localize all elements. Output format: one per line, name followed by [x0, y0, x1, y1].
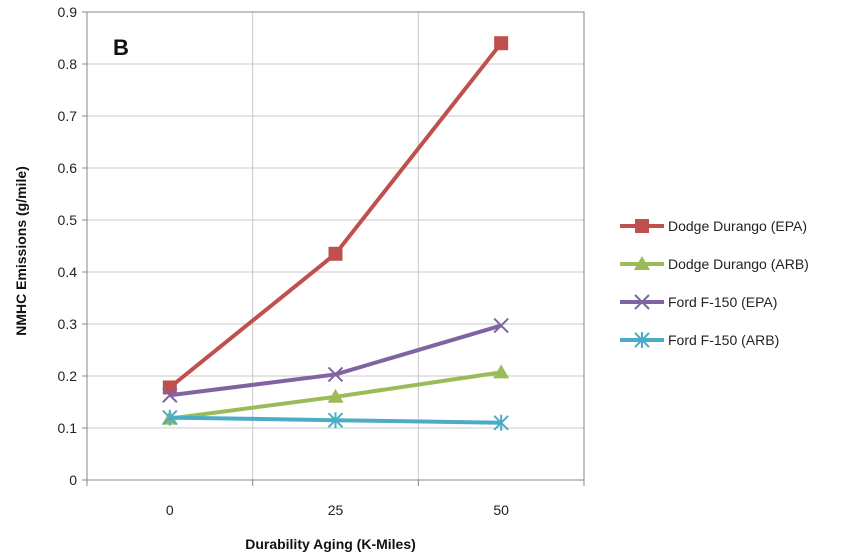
legend-swatch-marker [634, 256, 650, 270]
y-tick-label: 0.1 [58, 420, 78, 436]
y-tick-label: 0.9 [58, 4, 78, 20]
legend-item: Dodge Durango (ARB) [620, 256, 809, 272]
legend-item: Ford F-150 (ARB) [620, 332, 779, 348]
data-point [328, 246, 343, 261]
y-tick-label: 0.6 [58, 160, 78, 176]
y-axis-title: NMHC Emissions (g/mile) [13, 166, 29, 336]
legend-swatch-marker [635, 219, 649, 233]
legend-label: Ford F-150 (EPA) [668, 294, 777, 310]
x-axis-title: Durability Aging (K-Miles) [245, 536, 416, 552]
y-tick-label: 0.4 [58, 264, 78, 280]
x-tick-label: 0 [166, 502, 174, 518]
y-tick-label: 0.2 [58, 368, 78, 384]
y-tick-label: 0.3 [58, 316, 78, 332]
data-point [327, 366, 344, 383]
legend: Dodge Durango (EPA) Dodge Durango (ARB) Fo… [620, 218, 809, 348]
data-point [493, 317, 509, 334]
data-point [162, 387, 178, 403]
series-3 [162, 409, 509, 431]
y-tick-label: 0.8 [58, 56, 78, 72]
legend-label: Ford F-150 (ARB) [668, 332, 779, 348]
legend-label: Dodge Durango (ARB) [668, 256, 809, 272]
series-line [168, 41, 503, 389]
legend-item: Dodge Durango (EPA) [620, 218, 807, 234]
y-tick-label: 0.7 [58, 108, 78, 124]
series-group [161, 36, 510, 431]
panel-label: B [113, 35, 129, 60]
y-axis-ticks: 0 0.1 0.2 0.3 0.4 0.5 0.6 0.7 0.8 0.9 [58, 4, 87, 488]
data-point [493, 414, 509, 431]
x-tick-label: 50 [493, 502, 509, 518]
data-point [493, 364, 510, 379]
x-tick-label: 25 [328, 502, 344, 518]
gridlines [87, 11, 584, 481]
y-tick-label: 0.5 [58, 212, 78, 228]
legend-swatch-marker [634, 294, 650, 310]
plot-frame [86, 11, 585, 481]
legend-item: Ford F-150 (EPA) [620, 294, 777, 310]
data-point [162, 380, 177, 395]
data-point [494, 36, 509, 51]
data-point [327, 412, 344, 429]
data-point [327, 388, 344, 403]
series-line [169, 323, 502, 398]
legend-label: Dodge Durango (EPA) [668, 218, 807, 234]
x-axis-ticks: 0 25 50 [86, 480, 585, 518]
data-point [162, 409, 178, 426]
series-2 [162, 317, 509, 403]
legend-swatch-marker [634, 332, 650, 348]
y-tick-label: 0 [69, 472, 77, 488]
